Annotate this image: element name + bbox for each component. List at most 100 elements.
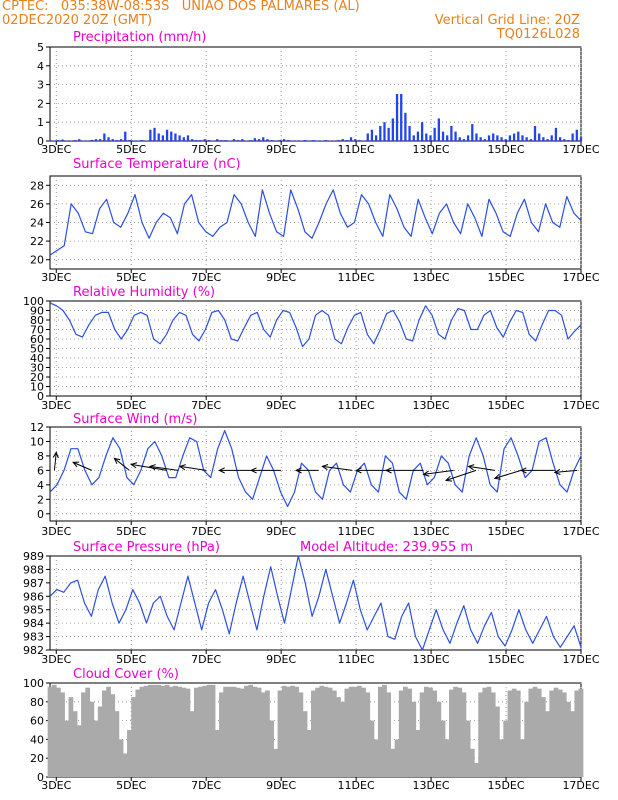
cloud-bar: [239, 688, 245, 777]
panel-title-cloud: Cloud Cover (%): [73, 667, 179, 682]
precip-bar: [124, 131, 127, 141]
precip-bar: [416, 131, 420, 141]
cloud-bar: [486, 686, 492, 777]
cloud-bar: [223, 686, 228, 777]
ytick-label-cloud: 80: [30, 696, 44, 709]
cloud-bar: [457, 687, 463, 777]
cloud-bar: [248, 684, 254, 777]
cloud-bar: [461, 692, 467, 777]
xtick-label-pressure: 17DEC: [562, 653, 599, 666]
precip-bar: [324, 140, 328, 141]
panel-title-wind: Surface Wind (m/s): [73, 412, 197, 427]
cloud-bar: [532, 686, 538, 777]
precip-bar: [475, 133, 478, 141]
precip-bar: [316, 140, 319, 141]
cloud-bar: [528, 688, 534, 777]
precip-bar: [53, 140, 56, 141]
xtick-label-rh: 7DEC: [191, 399, 221, 412]
cloud-bar: [495, 706, 500, 777]
precip-bar: [496, 135, 499, 141]
cloud-bar: [185, 688, 191, 777]
cloud-bar: [106, 686, 111, 777]
cloud-bar: [444, 739, 450, 777]
wind-vector-head: [72, 461, 80, 468]
cloud-bar: [520, 739, 525, 777]
precip-bar: [546, 139, 549, 141]
cloud-bar: [252, 686, 258, 777]
xtick-label-temp: 7DEC: [191, 271, 221, 284]
xtick-label-temp: 13DEC: [413, 271, 450, 284]
precip-bar: [508, 135, 512, 141]
wind-vector: [179, 465, 207, 471]
ytick-label-pressure: 989: [23, 550, 44, 563]
precip-bar: [186, 135, 190, 141]
cloud-bar: [206, 684, 212, 777]
precip-bar: [345, 140, 348, 141]
precip-bar: [517, 131, 520, 141]
cloud-bar: [173, 685, 178, 777]
cloud-bar: [277, 690, 283, 777]
xtick-label-rh: 17DEC: [562, 399, 599, 412]
cloud-bar: [89, 701, 95, 777]
xtick-label-wind: 3DEC: [41, 525, 71, 538]
xtick-label-rh: 3DEC: [41, 399, 71, 412]
cloud-bar: [440, 720, 446, 777]
ytick-label-rh: 0: [37, 390, 44, 403]
cloud-bar: [160, 685, 166, 777]
cloud-bar: [298, 692, 304, 777]
precip-bar: [78, 139, 81, 141]
cloud-bar: [294, 686, 300, 777]
precip-bar: [140, 140, 144, 141]
ytick-label-precip: 0: [37, 135, 44, 148]
ytick-label-rh: 50: [30, 343, 44, 356]
ytick-label-precip: 3: [37, 79, 44, 92]
ytick-label-precip: 1: [37, 116, 44, 129]
precip-bar: [374, 135, 378, 141]
precip-bar: [404, 112, 407, 141]
cloud-bar: [490, 692, 496, 777]
cloud-bar: [260, 692, 266, 777]
ytick-label-temp: 26: [30, 198, 44, 211]
ytick-label-pressure: 987: [23, 577, 44, 590]
cloud-bar: [428, 687, 433, 777]
precip-bar: [563, 139, 566, 141]
precip-bar: [107, 137, 110, 141]
ytick-label-temp: 28: [30, 179, 44, 192]
precip-bar: [199, 140, 202, 141]
precip-bar: [170, 131, 173, 141]
precip-bar: [471, 124, 474, 141]
precip-bar: [383, 122, 386, 141]
precip-bar: [391, 118, 394, 141]
precip-bar: [61, 139, 64, 141]
xtick-label-wind: 9DEC: [266, 525, 296, 538]
xtick-label-pressure: 11DEC: [338, 653, 375, 666]
xtick-label-temp: 9DEC: [266, 271, 296, 284]
cloud-bar: [114, 711, 120, 777]
xtick-label-temp: 11DEC: [338, 271, 375, 284]
cloud-bar: [394, 739, 400, 777]
cloud-bar: [202, 685, 208, 777]
precip-bar: [521, 135, 524, 141]
cloud-bar: [168, 686, 174, 777]
xtick-label-cloud: 13DEC: [413, 779, 450, 792]
precip-bar: [575, 129, 578, 141]
precip-bar: [82, 140, 85, 141]
precip-bar: [333, 140, 336, 141]
cloud-bar: [377, 686, 383, 777]
xtick-label-cloud: 17DEC: [562, 779, 599, 792]
ytick-label-cloud: 40: [30, 733, 44, 746]
cloud-bar: [574, 690, 580, 777]
cloud-bar: [474, 762, 479, 777]
panel-title-precip: Precipitation (mm/h): [73, 30, 206, 45]
wind-vector: [114, 457, 130, 471]
precip-bar: [500, 137, 503, 141]
cloud-bar: [398, 690, 404, 777]
cloud-bar: [72, 711, 78, 777]
panel-title-rh: Relative Humidity (%): [73, 285, 215, 300]
plot-frame-precip: [49, 46, 582, 142]
cloud-bar: [344, 688, 350, 777]
precip-bar: [525, 137, 528, 141]
cloud-bar: [273, 748, 279, 777]
precip-bar: [136, 140, 139, 141]
wind-vector-head: [52, 451, 59, 459]
